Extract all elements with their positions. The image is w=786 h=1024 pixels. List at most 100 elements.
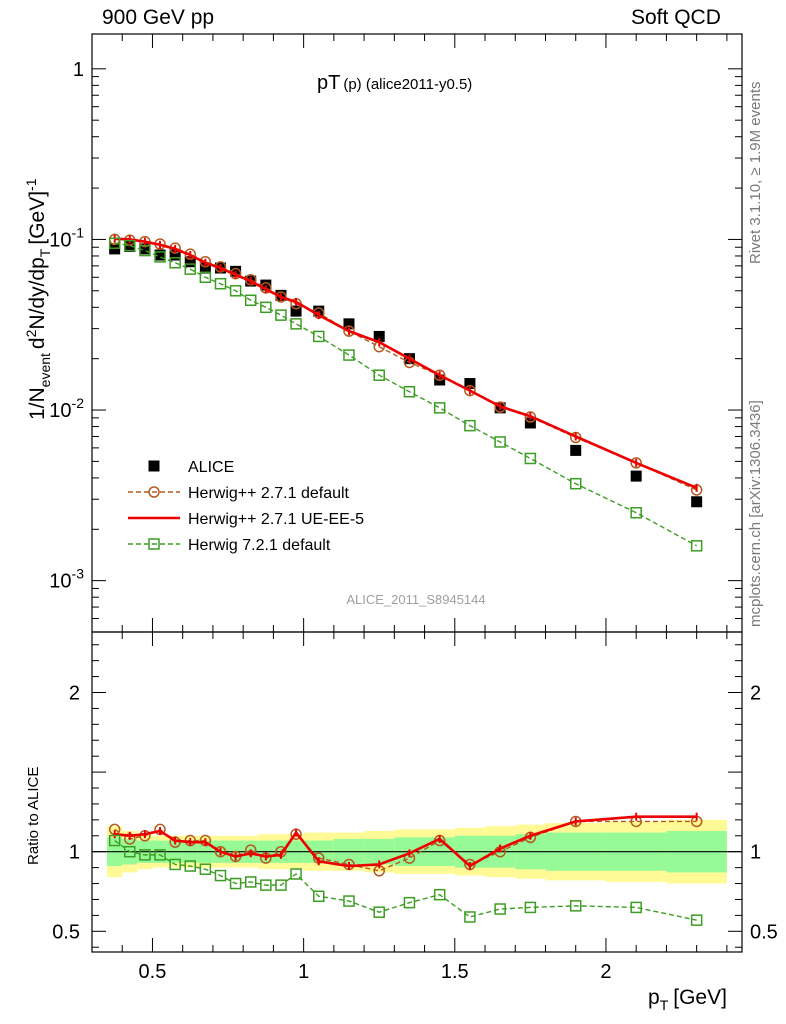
main-point (290, 318, 302, 330)
ratio-point (214, 869, 227, 882)
main-point (630, 470, 642, 482)
ratio-point (260, 879, 272, 891)
ratio-point (464, 911, 476, 923)
legend-marker (148, 486, 160, 498)
main-point (464, 384, 476, 397)
main-point (494, 436, 506, 448)
ratio-point (569, 900, 582, 912)
main-point (569, 477, 582, 490)
ratio-point (108, 834, 121, 847)
main-point (373, 369, 385, 381)
x-tick-label: 1.5 (441, 961, 469, 983)
ratio-point (373, 906, 385, 918)
ratio-point (229, 877, 242, 890)
legend-marker (148, 460, 160, 472)
main-point (343, 325, 355, 337)
main-point (630, 457, 642, 469)
mcplots-label: mcplots.cern.ch [arXiv:1306.3436] (747, 400, 764, 627)
ratio-point (214, 845, 227, 858)
y-tick-label-right: 1 (750, 842, 761, 864)
ratio-panel: 0.5 1 1.5 2 0.5 0.5 1 1 2 2 (52, 631, 778, 983)
ratio-point (312, 890, 325, 903)
main-point (524, 452, 537, 465)
ratio-point (199, 863, 212, 875)
main-point (139, 244, 151, 257)
main-point (244, 294, 257, 307)
main-point (275, 291, 287, 303)
main-title: pT (p) (alice2011-y0.5) (317, 72, 472, 94)
main-point (630, 507, 642, 519)
main-point (184, 256, 196, 268)
y-tick-label: 10-2 (49, 395, 84, 422)
ratio-point (184, 860, 197, 872)
main-point (403, 385, 416, 398)
main-point (260, 301, 272, 314)
main-point (124, 239, 136, 252)
main-y-axis-label: 1/Neventd2N/dy/dpT[GeV]-1 (23, 178, 53, 420)
x-axis-label: pT [GeV] (648, 986, 727, 1013)
legend-entry: Herwig++ 2.7.1 UE-EE-5 (128, 511, 364, 528)
ratio-point (275, 879, 287, 891)
main-point (260, 279, 272, 291)
legend-entry: Herwig++ 2.7.1 default (128, 485, 350, 502)
y-tick-label: 1 (69, 842, 80, 864)
main-point (433, 369, 446, 381)
main-point (199, 271, 212, 284)
legend-label: Herwig++ 2.7.1 default (188, 485, 350, 502)
y-tick-label: 10-1 (49, 224, 84, 251)
main-point (290, 305, 302, 317)
y-tick-label: 10-3 (49, 566, 84, 593)
main-point (199, 262, 211, 274)
ratio-point (244, 876, 257, 888)
main-point (433, 402, 446, 414)
ratio-y-axis-label: Ratio to ALICE (25, 767, 42, 865)
main-point (343, 349, 355, 361)
header-right: Soft QCD (631, 6, 721, 29)
legend-entry: Herwig 7.2.1 default (128, 537, 331, 554)
x-tick-label: 2 (600, 961, 611, 983)
main-point (169, 249, 181, 261)
main-point (464, 419, 476, 432)
ratio-point (139, 849, 151, 861)
y-tick-label: 0.5 (52, 921, 80, 943)
ratio-point (343, 895, 355, 907)
main-series-line (114, 237, 698, 490)
main-point (169, 256, 181, 269)
y-tick-label: 1 (73, 59, 84, 81)
main-point (313, 305, 325, 317)
main-point (690, 540, 703, 552)
ratio-point (690, 914, 703, 926)
watermark: ALICE_2011_S8945144 (346, 592, 485, 607)
main-point (373, 330, 385, 342)
main-point (691, 496, 703, 508)
legend-marker (148, 538, 160, 550)
main-point (139, 243, 151, 255)
x-tick-label: 0.5 (139, 961, 167, 983)
header-left: 900 GeV pp (102, 6, 215, 29)
main-point (524, 417, 536, 429)
main-point (108, 237, 121, 249)
legend-label: ALICE (188, 459, 234, 476)
rivet-label: Rivet 3.1.10, ≥ 1.9M events (747, 82, 764, 265)
ratio-point (154, 849, 166, 861)
y-tick-label-right: 2 (750, 682, 761, 704)
main-point (464, 378, 476, 390)
legend-label: Herwig 7.2.1 default (188, 537, 331, 554)
x-tick-label: 1 (298, 961, 309, 983)
main-point (229, 285, 242, 297)
y-tick-label-right: 0.5 (750, 921, 778, 943)
main-point (154, 249, 166, 261)
y-tick-label: 2 (69, 682, 80, 704)
main-point (275, 309, 287, 321)
legend-entry: ALICE (148, 459, 234, 476)
ratio-frame-border (91, 631, 743, 953)
main-point (154, 251, 166, 263)
legend-label: Herwig++ 2.7.1 UE-EE-5 (188, 511, 364, 528)
ratio-point (494, 903, 506, 915)
main-point (570, 444, 582, 456)
ratio-point (124, 845, 136, 858)
main-point (124, 240, 136, 252)
ratio-point (524, 901, 537, 914)
main-panel: 10-3 10-2 10-1 1 ALICE Herwig++ 2.7.1 default… (49, 33, 743, 633)
